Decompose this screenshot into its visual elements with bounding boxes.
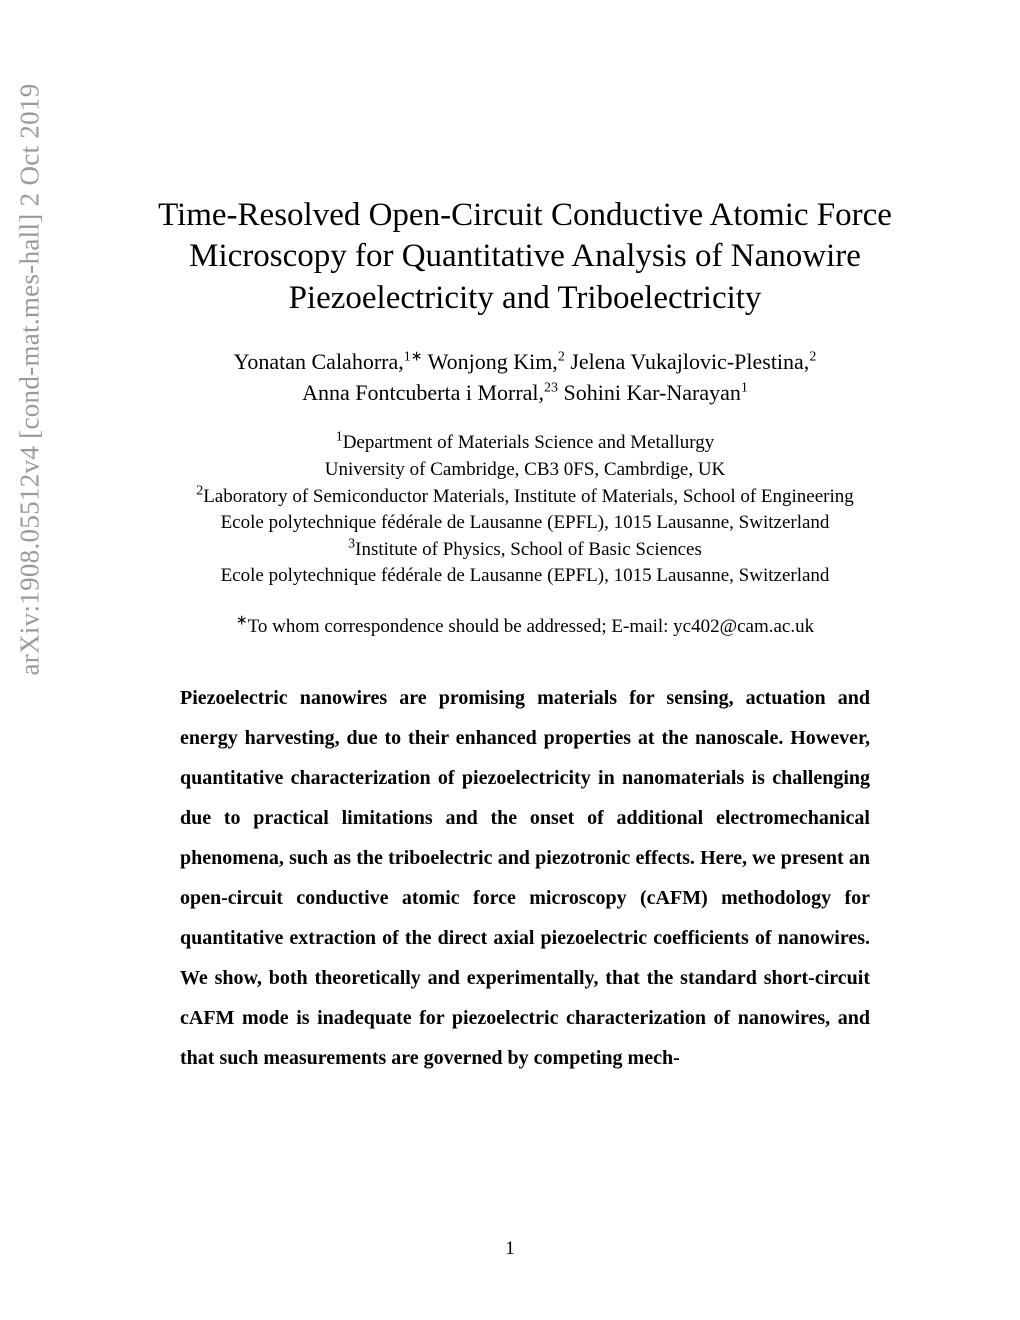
affil-4: Ecole polytechnique fédérale de Lausanne… (140, 510, 910, 537)
author-2-aff: 2 (558, 349, 565, 364)
arxiv-identifier: arXiv:1908.05512v4 [cond-mat.mes-hall] 2… (15, 83, 46, 675)
paper-content: Time-Resolved Open-Circuit Conductive At… (140, 195, 910, 1078)
author-5-aff: 1 (741, 380, 748, 395)
correspondence: ∗To whom correspondence should be addres… (140, 616, 910, 638)
authors-block: Yonatan Calahorra,1∗ Wonjong Kim,2 Jelen… (140, 347, 910, 409)
paper-title: Time-Resolved Open-Circuit Conductive At… (140, 195, 910, 319)
author-1: Yonatan Calahorra, (234, 349, 404, 374)
author-3: Jelena Vukajlovic-Plestina, (570, 349, 809, 374)
author-5: Sohini Kar-Narayan (564, 380, 741, 405)
affiliations-block: 1Department of Materials Science and Met… (140, 430, 910, 590)
affil-6: Ecole polytechnique fédérale de Lausanne… (140, 563, 910, 590)
affil-5: Institute of Physics, School of Basic Sc… (355, 539, 702, 560)
affil-2: University of Cambridge, CB3 0FS, Cambrd… (140, 457, 910, 484)
correspondence-marker: ∗ (236, 614, 248, 629)
affil-1: Department of Materials Science and Meta… (343, 432, 715, 453)
affil-1-sup: 1 (336, 430, 343, 445)
correspondence-text: To whom correspondence should be address… (248, 616, 814, 637)
author-4: Anna Fontcuberta i Morral, (302, 380, 544, 405)
author-2: Wonjong Kim, (428, 349, 558, 374)
abstract-text: Piezoelectric nanowires are promising ma… (140, 678, 910, 1078)
affil-3: Laboratory of Semiconductor Materials, I… (203, 486, 854, 507)
page-number: 1 (0, 1238, 1020, 1260)
author-4-aff: 23 (544, 380, 558, 395)
author-3-aff: 2 (809, 349, 816, 364)
author-1-aff: 1∗ (404, 349, 423, 364)
